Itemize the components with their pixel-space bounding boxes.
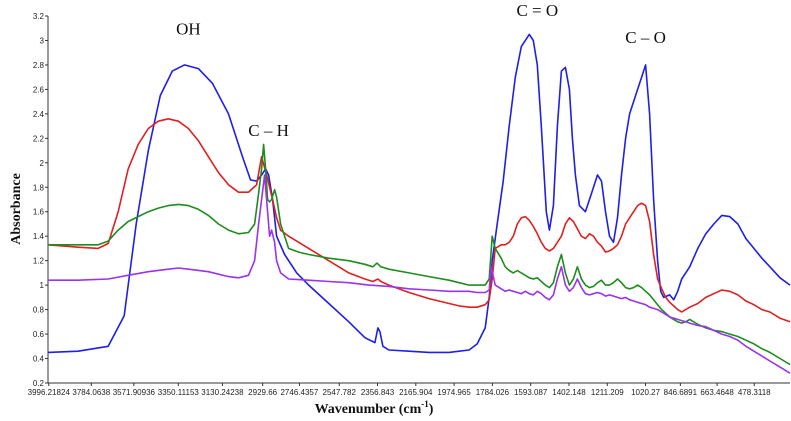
y-tick-label: 1.6 <box>33 208 45 217</box>
y-tick-label: 2.8 <box>33 61 45 70</box>
y-tick-label: 0.8 <box>33 306 45 315</box>
x-tick-label: 3784.0638 <box>72 388 110 397</box>
peak-annotation: C – O <box>625 28 666 47</box>
peak-annotation: C = O <box>516 1 558 20</box>
y-tick-label: 2.2 <box>33 134 45 143</box>
x-tick-label: 846.6891 <box>664 388 698 397</box>
x-axis: 3996.21824 3784.0638 3571.90936 3350.11153 3… <box>28 383 771 397</box>
y-axis: 0.2 0.4 0.6 0.8 1 1.2 1.4 1.6 1.8 2 2.2 2.4 2.6 2.8 3 3… <box>33 12 48 388</box>
y-tick-label: 0.6 <box>33 330 45 339</box>
series-line <box>47 118 791 323</box>
x-tick-label: 2746.4357 <box>280 388 318 397</box>
series-line <box>48 174 791 374</box>
y-tick-label: 2.4 <box>33 110 45 119</box>
y-tick-label: 1.4 <box>33 232 45 241</box>
y-tick-label: 2.6 <box>33 85 45 94</box>
series-line <box>48 143 791 366</box>
peak-annotation: C – H <box>248 121 289 140</box>
x-tick-label: 3350.11153 <box>158 388 200 397</box>
x-axis-label-main: Wavenumber (cm <box>315 402 422 417</box>
x-tick-label: 1211.209 <box>591 388 624 397</box>
x-axis-label-sup: -1 <box>421 399 429 409</box>
peak-annotation: OH <box>176 19 201 38</box>
x-axis-label-tail: ) <box>429 402 434 417</box>
y-tick-label: 1.8 <box>33 183 45 192</box>
plot-area <box>47 16 790 384</box>
x-tick-label: 1784.026 <box>476 388 510 397</box>
y-tick-label: 2 <box>40 159 45 168</box>
annotation-layer: OH C – H C = O C – O <box>176 1 666 140</box>
x-tick-label: 2929.66 <box>248 388 277 397</box>
x-tick-label: 3996.21824 <box>28 388 71 397</box>
x-tick-label: 478.3118 <box>738 388 771 397</box>
y-tick-label: 3.2 <box>33 12 45 21</box>
series-line <box>47 33 791 354</box>
x-axis-label: Wavenumber (cm-1) <box>315 399 434 417</box>
x-tick-label: 1593.087 <box>514 388 548 397</box>
y-tick-label: 1.2 <box>33 257 45 266</box>
series-layer <box>47 33 791 374</box>
y-tick-label: 0.2 <box>33 379 45 388</box>
x-tick-label: 2165.904 <box>399 388 433 397</box>
x-tick-label: 3130.24238 <box>201 388 244 397</box>
y-tick-label: 0.4 <box>33 355 45 364</box>
x-tick-label: 2356.843 <box>361 388 395 397</box>
y-tick-label: 3 <box>40 36 45 45</box>
y-axis-label: Absorbance <box>9 173 24 245</box>
x-tick-label: 2547.782 <box>323 388 357 397</box>
x-tick-label: 1974.965 <box>437 388 471 397</box>
x-tick-label: 3571.90936 <box>113 388 156 397</box>
x-tick-label: 1402.148 <box>552 388 586 397</box>
y-tick-label: 1 <box>40 281 45 290</box>
x-tick-label: 663.4648 <box>700 388 734 397</box>
x-tick-label: 1020.27 <box>631 388 660 397</box>
